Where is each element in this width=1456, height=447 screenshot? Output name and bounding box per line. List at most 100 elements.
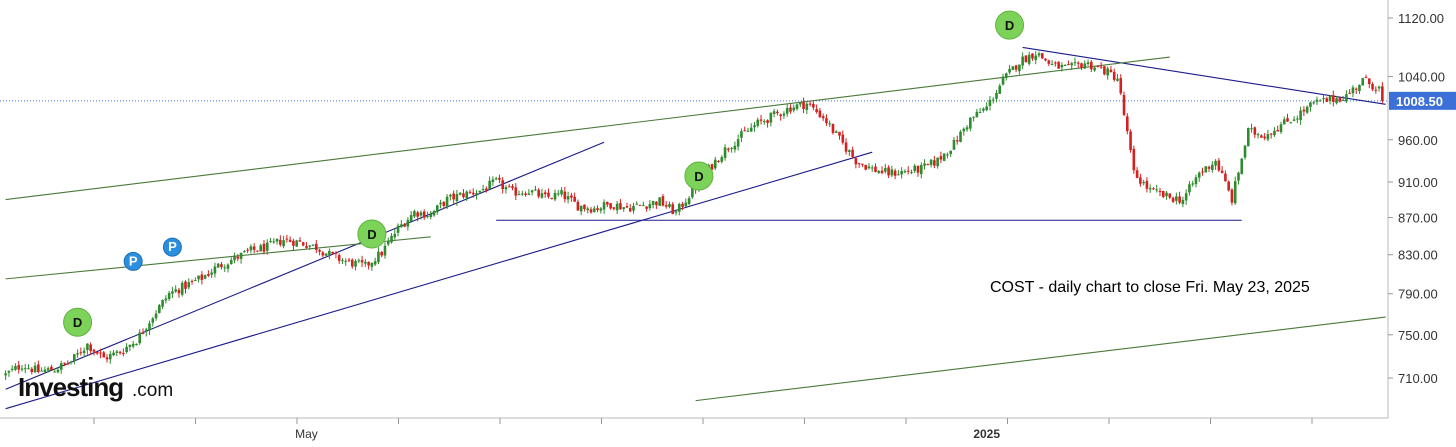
candle-body (560, 190, 563, 195)
candle-body (1325, 98, 1329, 102)
candle-body (1253, 127, 1257, 135)
candle-body (174, 289, 177, 292)
candle-body (929, 159, 933, 165)
candle-body (1345, 94, 1348, 102)
candle-body (282, 240, 285, 247)
candle-body (962, 128, 966, 132)
candle-body (272, 241, 276, 243)
dividend-marker (63, 307, 93, 337)
candle-body (789, 107, 792, 112)
candle-body (17, 365, 21, 370)
candle-body (1135, 170, 1139, 179)
candle-body (1161, 190, 1165, 197)
candle-body (1367, 78, 1371, 85)
candle-body (772, 111, 776, 114)
candle-body (821, 116, 825, 119)
candle-body (766, 120, 769, 123)
candle-body (1001, 76, 1005, 85)
candle-body (1332, 95, 1335, 102)
candle-body (870, 167, 874, 169)
candle-body (952, 139, 956, 150)
candle-body (252, 246, 256, 250)
candle-body (1063, 65, 1067, 67)
overlay: COST - daily chart to close Fri. May 23,… (18, 279, 1310, 402)
candle-body (589, 209, 593, 213)
candle-body (56, 369, 60, 373)
candle-body (481, 189, 485, 191)
candle-body (635, 203, 639, 205)
candle-body (1086, 62, 1090, 64)
candle-body (504, 187, 508, 190)
y-tick-label: 750.00 (1398, 328, 1438, 343)
candle-body (432, 211, 436, 216)
candle-body (763, 121, 766, 123)
candle-body (808, 103, 812, 105)
candle-body (1096, 66, 1100, 68)
candle-body (131, 343, 135, 347)
candle-body (373, 261, 377, 265)
candle-body (628, 208, 632, 212)
candle-body (386, 241, 390, 245)
candle-body (465, 191, 469, 199)
candle-body (978, 112, 982, 114)
candle-body (910, 171, 913, 173)
candle-body (468, 191, 472, 193)
candle-body (488, 180, 491, 189)
candle-body (377, 251, 380, 263)
candle-body (521, 193, 524, 195)
candle-body (877, 171, 881, 173)
y-tick-label: 870.00 (1398, 211, 1438, 226)
candle-body (1171, 197, 1175, 202)
candle-body (717, 160, 720, 162)
candle-body (609, 203, 612, 209)
candle-body (76, 353, 79, 355)
candle-body (455, 194, 459, 202)
candle-body (207, 273, 210, 276)
candle-body (164, 298, 168, 301)
candle-body (1181, 199, 1185, 205)
candle-body (494, 178, 498, 180)
candle-body (485, 188, 488, 191)
candle-body (413, 211, 416, 217)
candle-body (776, 111, 779, 114)
candle-body (749, 127, 753, 132)
candle-body (1050, 63, 1054, 65)
candle-body (684, 202, 688, 207)
candle-body (370, 262, 374, 267)
candle-body (308, 245, 312, 247)
candle-body (200, 274, 204, 280)
candle-body (933, 160, 936, 166)
candle-body (903, 171, 907, 173)
candle-body (390, 235, 393, 243)
candle-body (1276, 129, 1280, 132)
candle-body (919, 165, 923, 175)
candle-body (802, 101, 805, 110)
candle-body (573, 196, 576, 202)
candle-body (89, 344, 92, 352)
candle-body (524, 193, 527, 195)
candle-body (1168, 193, 1172, 198)
candle-body (328, 250, 331, 255)
candle-body (33, 365, 37, 373)
candle-body (995, 92, 998, 99)
candle-body (197, 275, 200, 280)
candle-body (1305, 106, 1309, 113)
candle-body (239, 252, 243, 259)
candle-body (1080, 63, 1083, 68)
candle-body (203, 275, 207, 279)
chart-annotation: COST - daily chart to close Fri. May 23,… (990, 279, 1310, 296)
candle-body (1292, 119, 1296, 121)
candle-body (890, 169, 894, 176)
candle-body (759, 119, 763, 121)
candle-body (1246, 127, 1250, 147)
candle-body (1011, 66, 1015, 70)
candle-body (79, 352, 83, 354)
logo-sub-text: .com (132, 380, 173, 401)
marker-p (162, 237, 182, 257)
candle-body (324, 253, 328, 256)
candle-body (445, 196, 449, 208)
candle-body (331, 251, 334, 254)
candle-body (190, 280, 194, 282)
candle-body (295, 240, 298, 247)
